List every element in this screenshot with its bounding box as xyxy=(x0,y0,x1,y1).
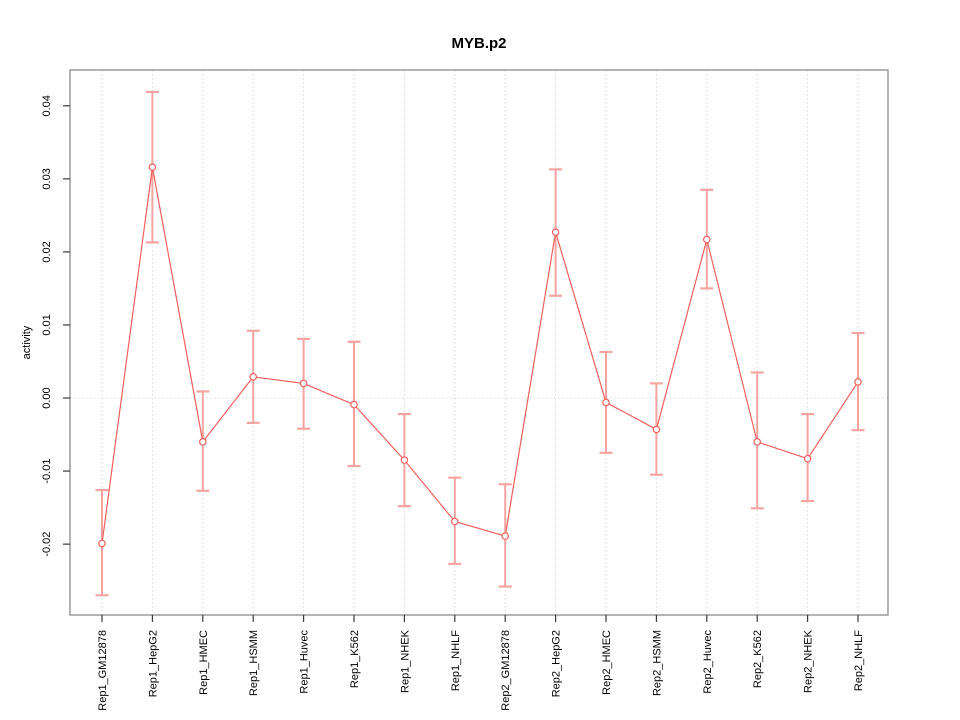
x-category-label: Rep1_NHEK xyxy=(399,629,411,693)
x-category-label: Rep1_NHLF xyxy=(450,630,462,691)
x-category-label: Rep2_NHLF xyxy=(853,630,865,691)
x-category-label: Rep1_HMEC xyxy=(198,630,210,695)
x-category-label: Rep2_HepG2 xyxy=(551,630,563,697)
y-tick-label: 0.02 xyxy=(41,241,53,262)
data-point-Rep2_K562 xyxy=(753,438,762,446)
y-tick-label: -0.01 xyxy=(41,459,53,484)
x-category-label: Rep1_GM12878 xyxy=(97,630,109,711)
data-point-Rep1_NHEK xyxy=(400,456,409,464)
x-category-label: Rep1_Huvec xyxy=(299,630,311,694)
data-point-Rep2_HMEC xyxy=(602,398,610,407)
y-tick-label: -0.02 xyxy=(41,532,53,557)
x-category-label: Rep2_HMEC xyxy=(601,630,613,695)
x-category-label: Rep1_HSMM xyxy=(248,630,260,696)
y-tick-label: 0.04 xyxy=(41,95,53,116)
y-tick-label: 0.00 xyxy=(41,387,53,408)
chart-title: MYB.p2 xyxy=(451,35,506,52)
x-category-label: Rep2_Huvec xyxy=(702,630,714,694)
data-point-Rep1_GM12878 xyxy=(98,539,106,548)
x-category-label: Rep2_NHEK xyxy=(803,629,815,693)
data-point-Rep2_HSMM xyxy=(652,425,661,434)
x-category-label: Rep1_K562 xyxy=(349,630,361,688)
y-tick-label: 0.01 xyxy=(41,314,53,335)
data-point-Rep1_HMEC xyxy=(199,438,207,446)
plot-box xyxy=(69,69,889,616)
data-point-Rep1_NHLF xyxy=(450,517,459,526)
data-point-Rep1_Huvec xyxy=(299,379,308,388)
y-axis-label: activity xyxy=(21,325,33,359)
data-point-Rep1_HepG2 xyxy=(148,163,157,171)
x-category-label: Rep1_HepG2 xyxy=(147,630,159,697)
data-point-Rep1_HSMM xyxy=(249,373,258,381)
y-tick-label: 0.03 xyxy=(41,168,53,189)
x-category-label: Rep2_K562 xyxy=(752,630,764,688)
x-category-label: Rep2_HSMM xyxy=(651,630,663,696)
data-point-Rep2_NHLF xyxy=(854,378,862,386)
data-point-Rep2_HepG2 xyxy=(551,228,560,236)
data-point-Rep1_K562 xyxy=(350,400,358,409)
series-line xyxy=(101,167,859,544)
data-point-Rep2_GM12878 xyxy=(501,532,510,540)
x-category-label: Rep2_GM12878 xyxy=(500,630,512,711)
data-point-Rep2_NHEK xyxy=(803,454,812,463)
data-point-Rep2_Huvec xyxy=(702,235,711,244)
